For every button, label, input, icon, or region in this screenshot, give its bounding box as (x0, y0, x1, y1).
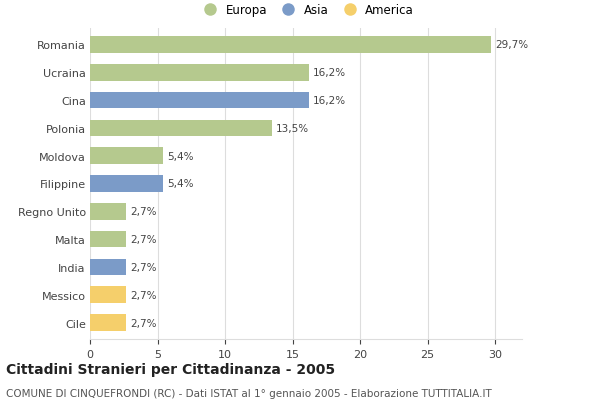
Text: 5,4%: 5,4% (167, 179, 193, 189)
Bar (90, 37, 491, 54)
Bar (90, 231, 127, 248)
Bar (90, 176, 163, 192)
Text: 2,7%: 2,7% (131, 235, 157, 245)
Bar (90, 120, 272, 137)
Text: 13,5%: 13,5% (277, 124, 310, 133)
Bar (90, 315, 127, 331)
Bar (90, 203, 127, 220)
Text: 16,2%: 16,2% (313, 96, 346, 106)
Text: 2,7%: 2,7% (131, 318, 157, 328)
Bar (90, 92, 309, 109)
Text: 29,7%: 29,7% (495, 40, 528, 50)
Text: COMUNE DI CINQUEFRONDI (RC) - Dati ISTAT al 1° gennaio 2005 - Elaborazione TUTTI: COMUNE DI CINQUEFRONDI (RC) - Dati ISTAT… (6, 389, 492, 398)
Text: 2,7%: 2,7% (131, 262, 157, 272)
Bar (90, 148, 163, 164)
Text: 16,2%: 16,2% (313, 68, 346, 78)
Bar (90, 259, 127, 276)
Text: 2,7%: 2,7% (131, 207, 157, 217)
Text: 2,7%: 2,7% (131, 290, 157, 300)
Legend: Europa, Asia, America: Europa, Asia, America (196, 2, 416, 20)
Text: Cittadini Stranieri per Cittadinanza - 2005: Cittadini Stranieri per Cittadinanza - 2… (6, 362, 335, 376)
Bar (90, 65, 309, 81)
Bar (90, 287, 127, 303)
Text: 5,4%: 5,4% (167, 151, 193, 161)
